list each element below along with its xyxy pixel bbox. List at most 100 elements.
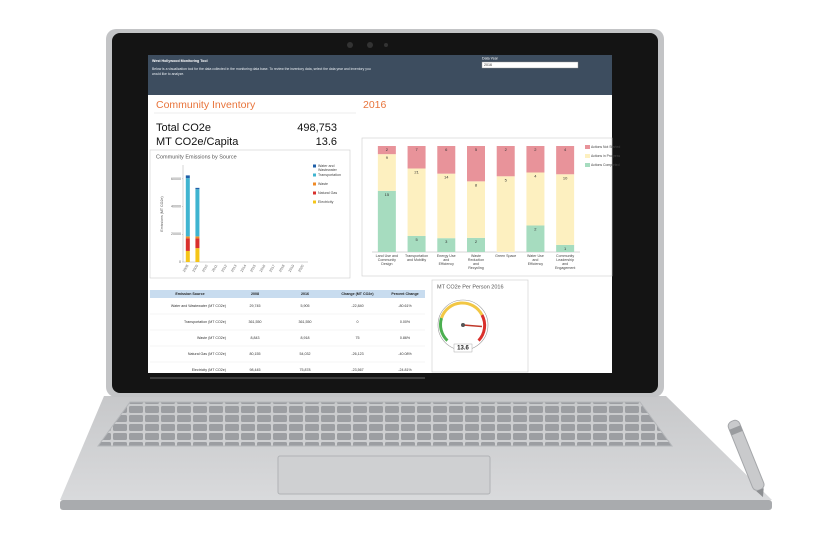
bar-segment — [526, 225, 545, 252]
pen[interactable] — [727, 419, 769, 500]
data-label: 14 — [444, 175, 449, 180]
table-cell: 98,445 — [250, 368, 261, 372]
table-cell: Electricity (MT CO2e) — [192, 368, 226, 372]
metric-value: 498,753 — [297, 122, 337, 134]
legend-swatch — [313, 191, 316, 195]
app-description: Below is a visualization tool for the da… — [152, 67, 371, 76]
data-label: 4 — [534, 174, 537, 179]
table-cell: 75 — [356, 336, 360, 340]
touchpad[interactable] — [277, 455, 491, 495]
bar-segment — [467, 237, 485, 252]
legend-label: Natural Gas — [318, 191, 337, 195]
legend-swatch — [313, 164, 316, 168]
data-label: 4 — [564, 147, 567, 152]
gauge-hub — [461, 323, 465, 327]
y-axis-label: Emissions (MT CO2e) — [160, 196, 164, 231]
bar-segment — [496, 176, 515, 252]
gauge-value: 13.6 — [457, 346, 469, 352]
bar-segment — [467, 146, 485, 182]
x-tick-label: Community Leadership and Engagement — [555, 254, 575, 270]
x-tick-label: Land Use and Community Design — [376, 254, 398, 266]
keyboard[interactable] — [97, 401, 673, 447]
section-year: 2016 — [363, 99, 387, 111]
data-label: 10 — [563, 175, 568, 180]
column-header: Change (MT CO2e) — [341, 292, 374, 296]
x-tick-label: Transportation and Mobility — [405, 254, 428, 262]
table-cell: -23,567 — [351, 368, 363, 372]
x-tick-label: Waste Reduction and Recycling — [468, 254, 484, 270]
camera — [347, 42, 353, 48]
table-cell: -40.08% — [398, 352, 412, 356]
gauge-band — [477, 314, 487, 342]
x-tick-label: 2008 — [182, 264, 189, 273]
data-label: 2 — [475, 239, 478, 244]
data-label: 5 — [475, 147, 478, 152]
table-cell: 0 — [357, 320, 359, 324]
section-title: Community Inventory — [156, 99, 256, 111]
chart-title: MT CO2e Per Person 2016 — [437, 284, 504, 290]
metric-value: 13.6 — [316, 136, 337, 148]
x-tick-label: 2018 — [278, 264, 285, 273]
bar-segment — [377, 190, 396, 252]
table-cell: 54,032 — [300, 352, 311, 356]
data-label: 5 — [415, 237, 418, 242]
column-header: 2016 — [301, 292, 309, 296]
table-cell: 361,550 — [299, 320, 312, 324]
data-label: 9 — [386, 155, 389, 160]
x-tick-label: Energy Use and Efficiency — [437, 254, 456, 266]
data-label: 6 — [445, 147, 448, 152]
bar-segment — [407, 168, 426, 236]
bar-segment — [467, 181, 485, 238]
select-label: Data Year — [482, 56, 499, 60]
table-cell: 361,550 — [249, 320, 262, 324]
legend-swatch — [585, 154, 590, 158]
bar-segment — [195, 236, 200, 239]
x-tick-label: 2012 — [220, 264, 227, 273]
bar-segment — [437, 238, 456, 252]
gauge-band — [440, 301, 484, 319]
table-cell: Water and Wastewater (MT CO2e) — [171, 304, 226, 308]
laptop-edge — [60, 500, 772, 510]
year-select[interactable] — [481, 61, 579, 69]
x-tick-label: Water Use and Efficiency — [527, 254, 544, 266]
table-cell: Natural Gas (MT CO2e) — [188, 352, 226, 356]
bar-segment — [377, 154, 396, 191]
x-tick-label: 2010 — [201, 264, 208, 273]
table-cell: 0.86% — [400, 336, 411, 340]
bar-segment — [185, 250, 190, 262]
table-cell: 29,745 — [250, 304, 261, 308]
legend-swatch — [585, 145, 590, 149]
bar-segment — [195, 189, 200, 237]
gauge-needle — [462, 324, 483, 328]
bar-segment — [556, 174, 575, 245]
x-tick-label: 2013 — [230, 264, 237, 273]
x-tick-label: 2019 — [288, 264, 295, 273]
column-header: 2008 — [251, 292, 259, 296]
bar-segment — [556, 146, 575, 175]
y-tick-label: 0 — [179, 260, 181, 264]
data-label: 1 — [564, 246, 567, 251]
table-header — [150, 290, 425, 298]
legend-label: Electricity — [318, 200, 334, 204]
data-label: 2 — [386, 147, 389, 152]
panel — [149, 149, 351, 279]
bar-segment — [195, 187, 200, 190]
x-tick-label: 2020 — [297, 264, 304, 273]
table-cell: 0.00% — [400, 320, 411, 324]
legend-swatch — [313, 173, 316, 177]
bar-segment — [195, 238, 200, 249]
data-label: 15 — [385, 192, 390, 197]
legend-swatch — [313, 182, 316, 186]
bar-segment — [195, 248, 200, 262]
data-label: 5 — [505, 177, 508, 182]
select-value[interactable]: 2016 — [484, 63, 492, 67]
header-bar — [148, 55, 612, 95]
bar-segment — [407, 235, 426, 252]
bar-segment — [496, 146, 515, 177]
app-title: West Hollywood Monitoring Tool — [152, 59, 208, 63]
table-cell: 8,843 — [251, 336, 260, 340]
data-label: 8 — [475, 182, 478, 187]
x-tick-label: 2017 — [269, 264, 276, 273]
table-cell: Transportation (MT CO2e) — [184, 320, 226, 324]
